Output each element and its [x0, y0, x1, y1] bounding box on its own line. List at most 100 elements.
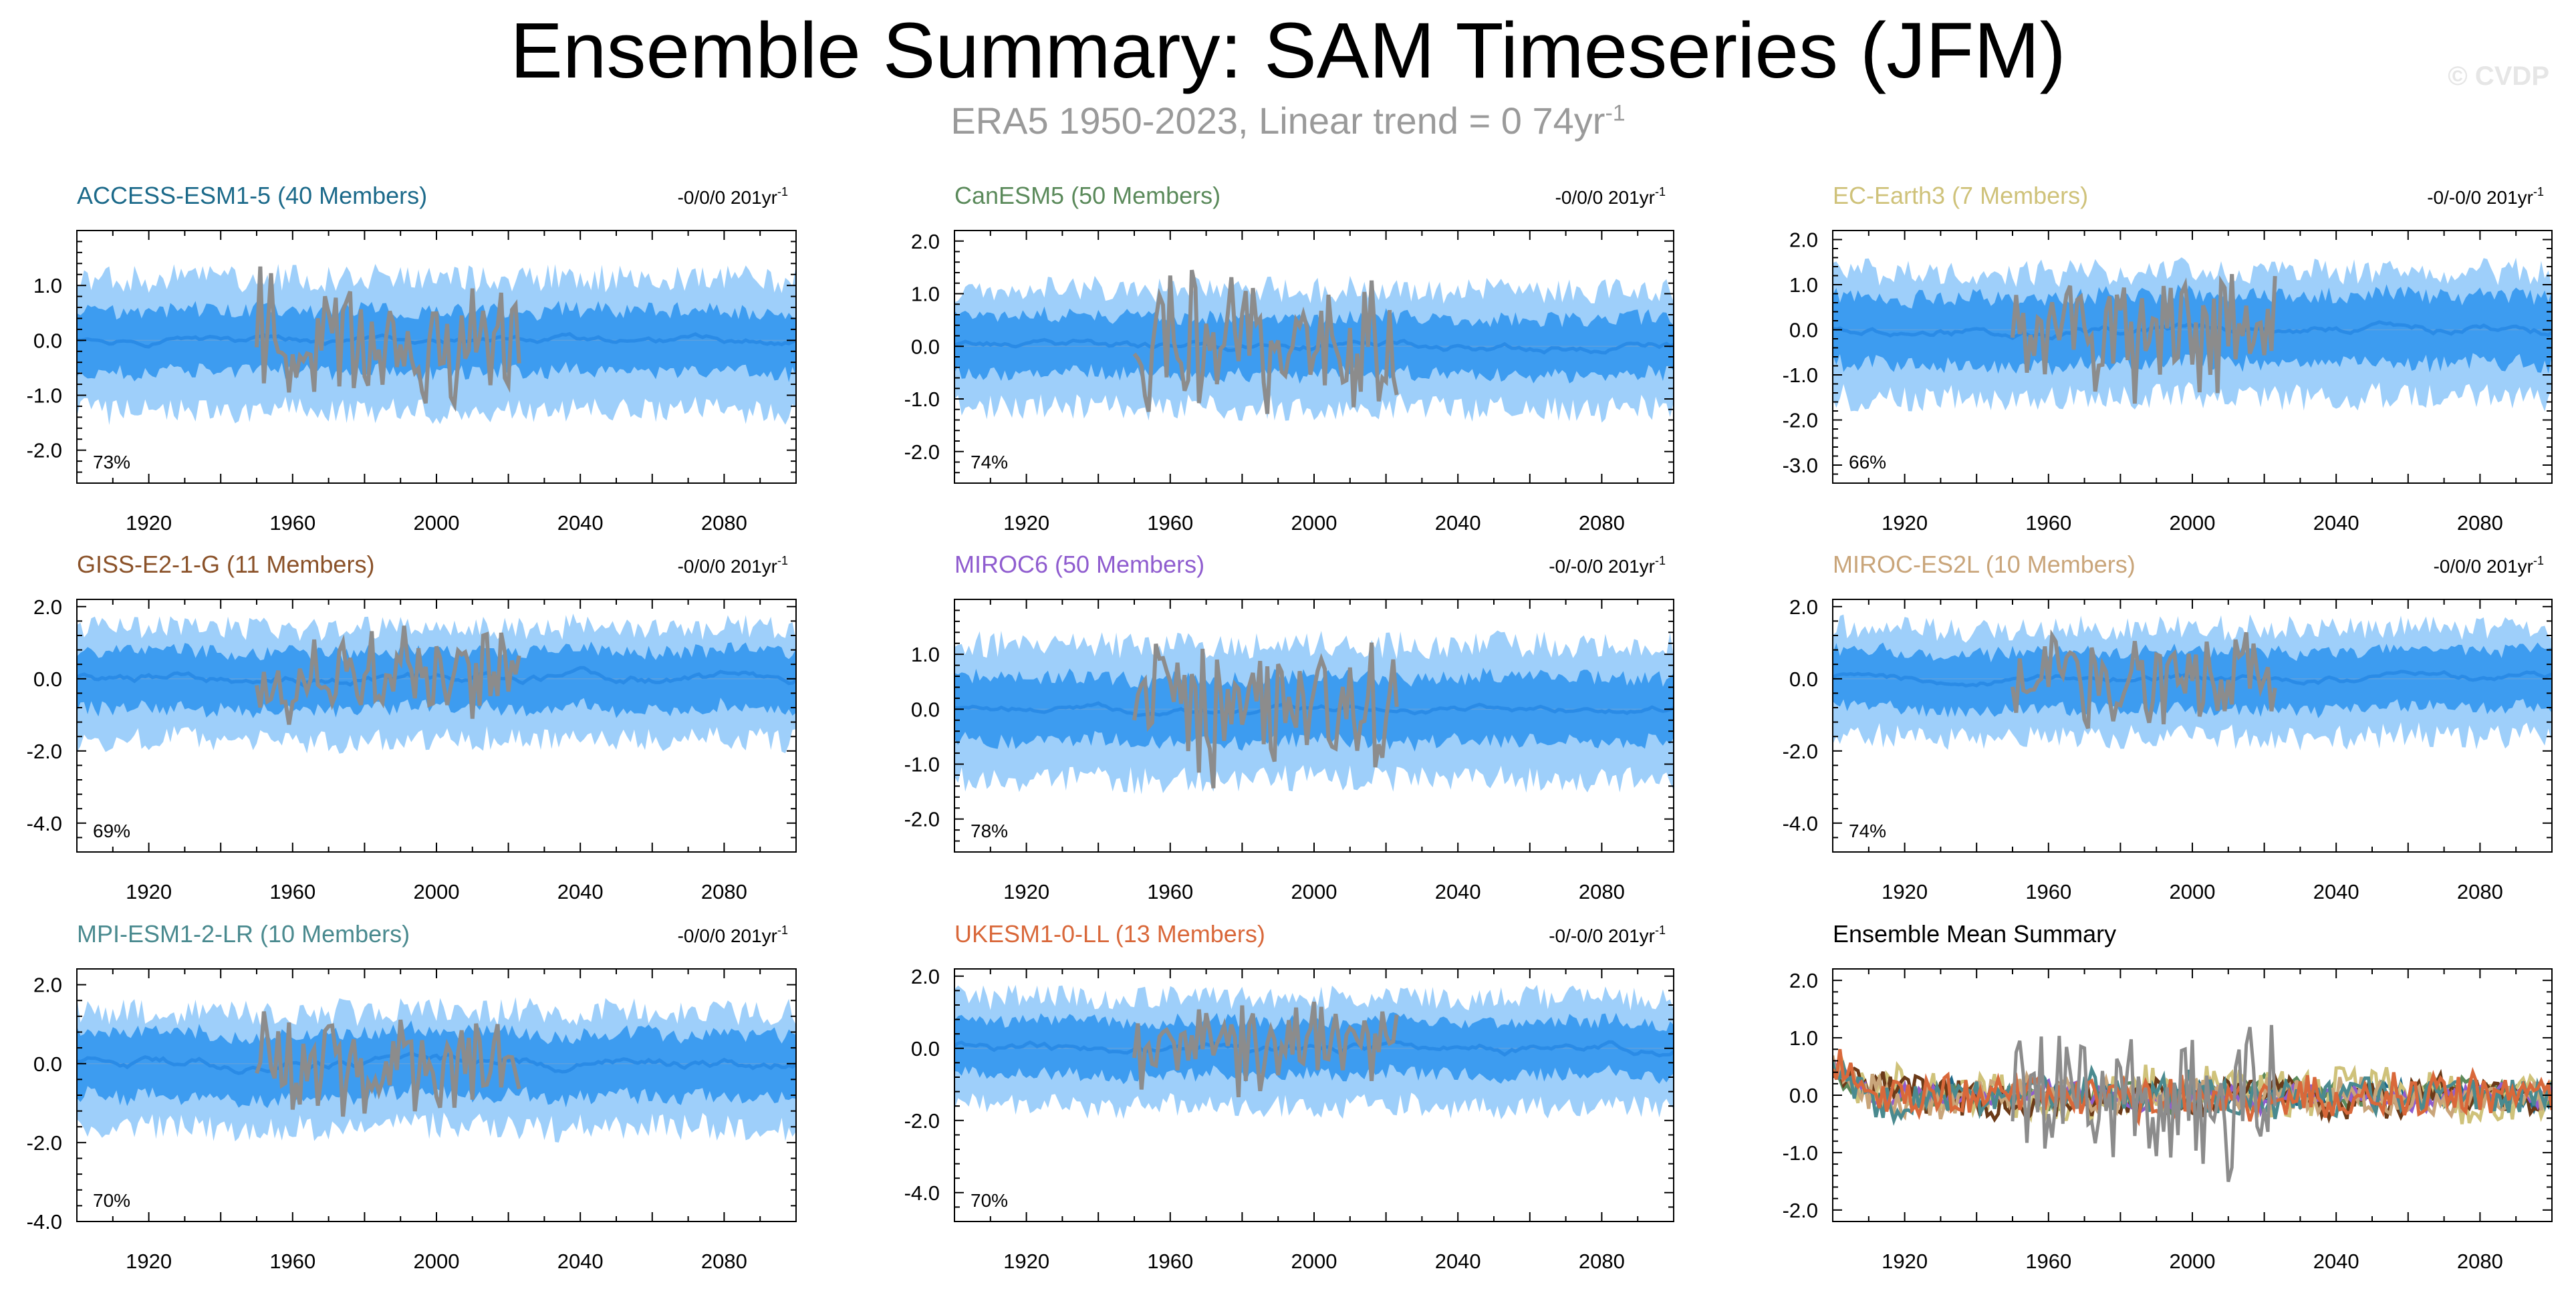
x-tick-label: 2040 [2313, 880, 2359, 903]
trend-label: -0/-0/0 201yr-1 [1549, 923, 1666, 946]
chart-panel: 1920 1960 2000 2040 2080 2.0 1.0 0.0 -1.0 -2.0 Can… [904, 182, 1674, 535]
observations-line [2011, 274, 2277, 404]
x-tick-label: 1920 [126, 880, 172, 903]
x-tick-label: 1960 [1147, 880, 1193, 903]
y-tick-label: -4.0 [1783, 812, 1818, 835]
percent-label: 73% [93, 452, 130, 472]
y-tick-label: 0.0 [911, 1037, 940, 1060]
x-tick-label: 2000 [2170, 511, 2216, 535]
x-tick-label: 2080 [701, 1250, 747, 1273]
y-tick-label: -2.0 [1783, 409, 1818, 432]
y-tick-label: 0.0 [911, 698, 940, 721]
y-tick-label: -2.0 [904, 440, 940, 464]
y-tick-label: 1.0 [911, 643, 940, 666]
trend-label: -0/0/0 201yr-1 [678, 923, 788, 946]
x-tick-label: 1920 [1003, 880, 1049, 903]
chart-panel: 1920 1960 2000 2040 2080 1.0 0.0 -1.0 -2.0 ACCESS… [27, 182, 797, 535]
trend-label: -0/0/0 201yr-1 [2434, 554, 2544, 577]
x-tick-label: 2000 [414, 1250, 460, 1273]
percent-label: 74% [1849, 821, 1886, 841]
y-tick-label: 0.0 [33, 668, 62, 691]
panel-title: ACCESS-ESM1-5 (40 Members) [77, 182, 427, 209]
trend-label: -0/0/0 201yr-1 [678, 554, 788, 577]
y-tick-label: 0.0 [911, 335, 940, 358]
copyright-watermark: © CVDP [2448, 61, 2549, 91]
x-tick-label: 2040 [557, 1250, 604, 1273]
y-tick-label: 2.0 [1789, 969, 1818, 992]
y-tick-label: -2.0 [904, 1109, 940, 1133]
trend-label: -0/0/0 201yr-1 [1555, 185, 1666, 208]
y-tick-label: 0.0 [33, 1052, 62, 1076]
y-tick-label: 1.0 [33, 274, 62, 297]
plot-area [77, 997, 796, 1143]
chart-panel: 1920 1960 2000 2040 2080 1.0 0.0 -1.0 -2.0 MIROC6… [904, 551, 1674, 903]
x-tick-label: 1920 [1882, 1250, 1928, 1273]
x-tick-label: 1920 [1003, 1250, 1049, 1273]
observations-line [2011, 629, 2277, 730]
x-tick-label: 2000 [1291, 511, 1337, 535]
x-tick-label: 2000 [1291, 1250, 1337, 1273]
x-tick-label: 2000 [414, 880, 460, 903]
y-tick-label: -3.0 [1783, 454, 1818, 477]
x-tick-label: 1920 [126, 1250, 172, 1273]
x-tick-label: 1960 [1147, 511, 1193, 535]
x-tick-label: 2080 [2457, 1250, 2503, 1273]
series-line [1833, 1048, 2552, 1127]
panel-title: CanESM5 (50 Members) [954, 182, 1220, 209]
panel-title: UKESM1-0-LL (13 Members) [954, 920, 1265, 948]
observations-line [1132, 1001, 1399, 1098]
x-tick-label: 2000 [1291, 880, 1337, 903]
y-tick-label: -2.0 [1783, 1199, 1818, 1222]
y-tick-label: -4.0 [27, 1210, 62, 1234]
percent-label: 70% [93, 1190, 130, 1211]
ensemble-mean-line [954, 337, 1674, 355]
plot-area [1833, 1024, 2552, 1183]
trend-label: -0/-0/0 201yr-1 [2427, 185, 2544, 208]
subtitle-superscript: -1 [1605, 100, 1626, 126]
x-tick-label: 1960 [2025, 880, 2071, 903]
chart-panel: 1920 1960 2000 2040 2080 2.0 0.0 -2.0 -4.0 UKESM1… [904, 920, 1674, 1273]
y-tick-label: 2.0 [1789, 595, 1818, 619]
plot-area [954, 630, 1674, 795]
y-tick-label: -4.0 [904, 1181, 940, 1205]
x-tick-label: 2040 [557, 880, 604, 903]
band-25-75-percentile [954, 306, 1674, 384]
panel-title: MPI-ESM1-2-LR (10 Members) [77, 920, 410, 948]
plot-area [1833, 614, 2552, 750]
subtitle-text: ERA5 1950-2023, Linear trend = 0 74yr [950, 100, 1605, 142]
band-25-75-percentile [77, 1020, 796, 1109]
observations-line [255, 1011, 521, 1117]
ensemble-mean-line [77, 1050, 796, 1075]
panel-title: Ensemble Mean Summary [1833, 920, 2116, 948]
panel-title: GISS-E2-1-G (11 Members) [77, 551, 374, 578]
y-tick-label: -2.0 [27, 740, 62, 763]
y-tick-label: -1.0 [27, 384, 62, 408]
x-tick-label: 2080 [701, 511, 747, 535]
x-tick-label: 2040 [557, 511, 604, 535]
x-tick-label: 1960 [2025, 511, 2071, 535]
y-tick-label: -1.0 [1783, 1141, 1818, 1165]
ensemble-mean-line [1833, 320, 2552, 341]
page-subtitle: ERA5 1950-2023, Linear trend = 0 74yr-1 [0, 99, 2576, 142]
y-tick-label: 1.0 [911, 283, 940, 306]
percent-label: 70% [971, 1190, 1008, 1211]
x-tick-label: 1960 [269, 511, 315, 535]
ensemble-mean-line [954, 701, 1674, 718]
y-tick-label: -2.0 [1783, 740, 1818, 763]
x-tick-label: 2080 [1579, 1250, 1625, 1273]
y-tick-label: -4.0 [27, 812, 62, 835]
page-title: Ensemble Summary: SAM Timeseries (JFM) [510, 7, 2066, 95]
chart-panel: 1920 1960 2000 2040 2080 2.0 0.0 -2.0 -4.0 GISS-E… [27, 551, 797, 903]
ensemble-mean-line [77, 331, 796, 349]
trend-label: -0/0/0 201yr-1 [678, 185, 788, 208]
percent-label: 74% [971, 452, 1008, 472]
y-tick-label: 2.0 [911, 965, 940, 988]
x-tick-label: 1960 [269, 880, 315, 903]
trend-label: -0/-0/0 201yr-1 [1549, 554, 1666, 577]
x-tick-label: 2080 [2457, 511, 2503, 535]
percent-label: 69% [93, 821, 130, 841]
chart-panel: 1920 1960 2000 2040 2080 2.0 1.0 0.0 -1.0 -2.0 -3.… [1783, 182, 2553, 535]
y-tick-label: 0.0 [1789, 1084, 1818, 1107]
x-tick-label: 2000 [2170, 880, 2216, 903]
x-tick-label: 2040 [1435, 511, 1481, 535]
